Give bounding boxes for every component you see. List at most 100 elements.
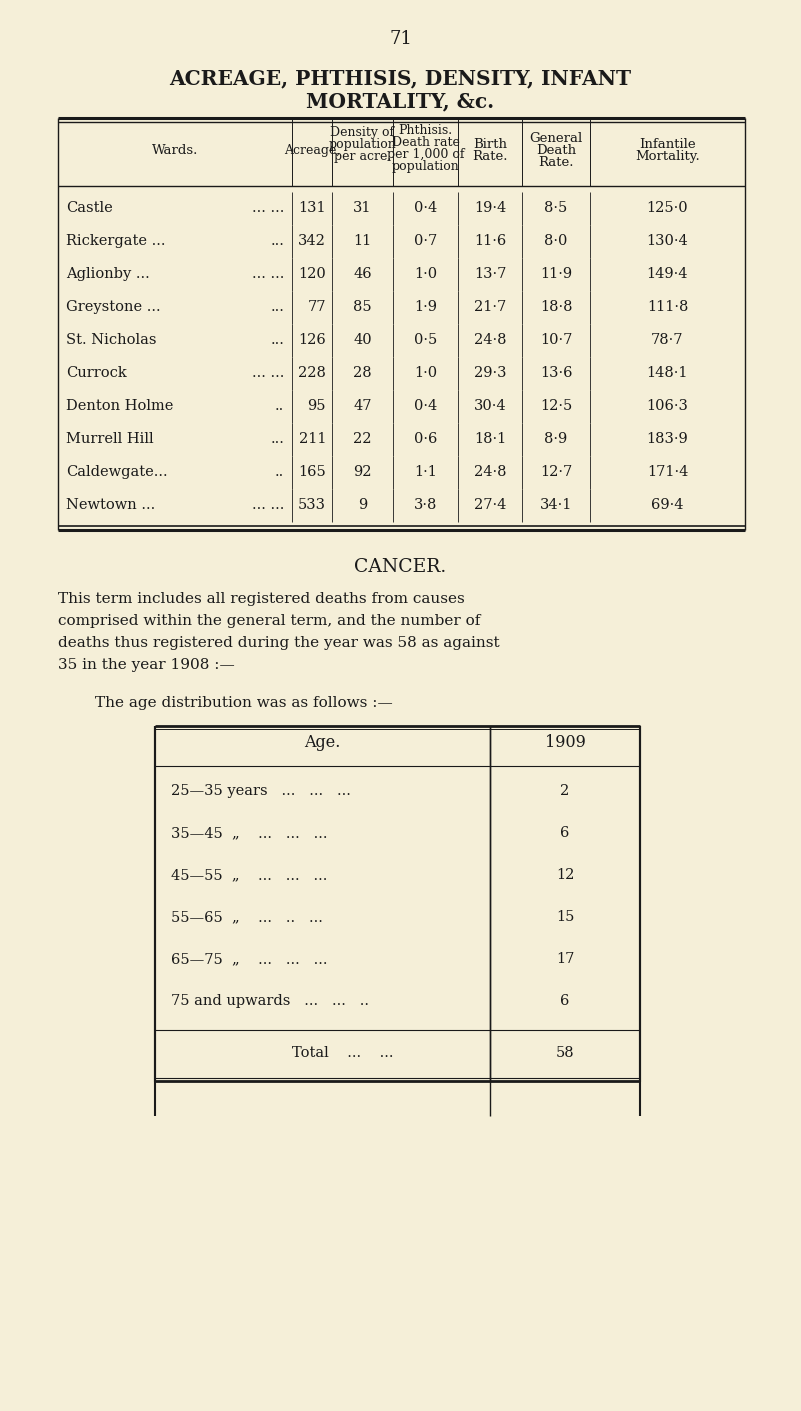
Text: 11·6: 11·6 bbox=[474, 234, 506, 248]
Text: 15: 15 bbox=[556, 910, 574, 924]
Text: 0·5: 0·5 bbox=[414, 333, 437, 347]
Text: Birth: Birth bbox=[473, 138, 507, 151]
Text: 106·3: 106·3 bbox=[646, 399, 688, 413]
Text: population: population bbox=[328, 138, 396, 151]
Text: 11: 11 bbox=[353, 234, 372, 248]
Text: 130·4: 130·4 bbox=[646, 234, 688, 248]
Text: 22: 22 bbox=[353, 432, 372, 446]
Text: 13·7: 13·7 bbox=[474, 267, 506, 281]
Text: 40: 40 bbox=[353, 333, 372, 347]
Text: 69·4: 69·4 bbox=[651, 498, 684, 512]
Text: population: population bbox=[392, 159, 460, 174]
Text: 111·8: 111·8 bbox=[647, 301, 688, 315]
Text: 30·4: 30·4 bbox=[473, 399, 506, 413]
Text: comprised within the general term, and the number of: comprised within the general term, and t… bbox=[58, 614, 481, 628]
Text: 148·1: 148·1 bbox=[646, 365, 688, 380]
Text: 533: 533 bbox=[298, 498, 326, 512]
Text: 45—55  „    ...   ...   ...: 45—55 „ ... ... ... bbox=[171, 868, 328, 882]
Text: ...: ... bbox=[270, 432, 284, 446]
Text: 8·5: 8·5 bbox=[545, 200, 568, 214]
Text: 6: 6 bbox=[561, 825, 570, 840]
Text: 18·1: 18·1 bbox=[474, 432, 506, 446]
Text: Death: Death bbox=[536, 144, 576, 157]
Text: Rate.: Rate. bbox=[473, 150, 508, 164]
Text: 0·6: 0·6 bbox=[414, 432, 437, 446]
Text: Mortality.: Mortality. bbox=[635, 150, 700, 164]
Text: 171·4: 171·4 bbox=[647, 466, 688, 478]
Text: 3·8: 3·8 bbox=[414, 498, 437, 512]
Text: 21·7: 21·7 bbox=[474, 301, 506, 315]
Text: ..: .. bbox=[275, 399, 284, 413]
Text: 183·9: 183·9 bbox=[646, 432, 688, 446]
Text: 1909: 1909 bbox=[545, 734, 586, 751]
Text: 35 in the year 1908 :—: 35 in the year 1908 :— bbox=[58, 658, 235, 672]
Text: 1·1: 1·1 bbox=[414, 466, 437, 478]
Text: MORTALITY, &c.: MORTALITY, &c. bbox=[307, 90, 494, 111]
Text: 92: 92 bbox=[353, 466, 372, 478]
Text: 8·0: 8·0 bbox=[545, 234, 568, 248]
Text: 126: 126 bbox=[298, 333, 326, 347]
Text: ... ...: ... ... bbox=[252, 498, 284, 512]
Text: 58: 58 bbox=[556, 1046, 574, 1060]
Text: 78·7: 78·7 bbox=[651, 333, 684, 347]
Text: Phthisis.: Phthisis. bbox=[398, 124, 453, 137]
Text: 65—75  „    ...   ...   ...: 65—75 „ ... ... ... bbox=[171, 952, 328, 967]
Text: Rickergate ...: Rickergate ... bbox=[66, 234, 166, 248]
Text: per acre.: per acre. bbox=[334, 150, 391, 164]
Text: 0·7: 0·7 bbox=[414, 234, 437, 248]
Text: 29·3: 29·3 bbox=[473, 365, 506, 380]
Text: Newtown ...: Newtown ... bbox=[66, 498, 155, 512]
Text: ...: ... bbox=[270, 234, 284, 248]
Text: 9: 9 bbox=[358, 498, 367, 512]
Text: 47: 47 bbox=[353, 399, 372, 413]
Text: Greystone ...: Greystone ... bbox=[66, 301, 161, 315]
Text: 342: 342 bbox=[298, 234, 326, 248]
Text: ACREAGE, PHTHISIS, DENSITY, INFANT: ACREAGE, PHTHISIS, DENSITY, INFANT bbox=[170, 68, 631, 87]
Text: The age distribution was as follows :—: The age distribution was as follows :— bbox=[95, 696, 392, 710]
Text: ... ...: ... ... bbox=[252, 267, 284, 281]
Text: Aglionby ...: Aglionby ... bbox=[66, 267, 150, 281]
Text: 10·7: 10·7 bbox=[540, 333, 572, 347]
Text: 24·8: 24·8 bbox=[473, 466, 506, 478]
Text: 17: 17 bbox=[556, 952, 574, 967]
Text: Castle: Castle bbox=[66, 200, 113, 214]
Text: 12·5: 12·5 bbox=[540, 399, 572, 413]
Text: This term includes all registered deaths from causes: This term includes all registered deaths… bbox=[58, 593, 465, 605]
Text: 95: 95 bbox=[308, 399, 326, 413]
Text: 75 and upwards   ...   ...   ..: 75 and upwards ... ... .. bbox=[171, 993, 369, 1007]
Text: 71: 71 bbox=[389, 30, 412, 48]
Text: 1·0: 1·0 bbox=[414, 267, 437, 281]
Text: ... ...: ... ... bbox=[252, 365, 284, 380]
Text: 19·4: 19·4 bbox=[474, 200, 506, 214]
Text: Rate.: Rate. bbox=[538, 157, 574, 169]
Text: Death rate: Death rate bbox=[392, 135, 460, 150]
Text: deaths thus registered during the year was 58 as against: deaths thus registered during the year w… bbox=[58, 636, 500, 650]
Text: 120: 120 bbox=[298, 267, 326, 281]
Text: 27·4: 27·4 bbox=[474, 498, 506, 512]
Text: Denton Holme: Denton Holme bbox=[66, 399, 173, 413]
Text: 6: 6 bbox=[561, 993, 570, 1007]
Text: Currock: Currock bbox=[66, 365, 127, 380]
Text: 28: 28 bbox=[353, 365, 372, 380]
Text: 85: 85 bbox=[353, 301, 372, 315]
Text: Total    ...    ...: Total ... ... bbox=[292, 1046, 393, 1060]
Text: 131: 131 bbox=[299, 200, 326, 214]
Text: 31: 31 bbox=[353, 200, 372, 214]
Text: ... ...: ... ... bbox=[252, 200, 284, 214]
Text: 1·9: 1·9 bbox=[414, 301, 437, 315]
Text: ...: ... bbox=[270, 333, 284, 347]
Text: 12: 12 bbox=[556, 868, 574, 882]
Text: 35—45  „    ...   ...   ...: 35—45 „ ... ... ... bbox=[171, 825, 328, 840]
Text: 55—65  „    ...   ..   ...: 55—65 „ ... .. ... bbox=[171, 910, 323, 924]
Text: St. Nicholas: St. Nicholas bbox=[66, 333, 156, 347]
Text: 211: 211 bbox=[299, 432, 326, 446]
Text: Age.: Age. bbox=[304, 734, 340, 751]
Text: 77: 77 bbox=[308, 301, 326, 315]
Text: Density of: Density of bbox=[331, 126, 395, 140]
Text: Murrell Hill: Murrell Hill bbox=[66, 432, 154, 446]
Text: General: General bbox=[529, 133, 582, 145]
Text: 24·8: 24·8 bbox=[473, 333, 506, 347]
Text: Wards.: Wards. bbox=[152, 144, 198, 157]
Text: 8·9: 8·9 bbox=[545, 432, 568, 446]
Text: Acreage,: Acreage, bbox=[284, 144, 340, 157]
